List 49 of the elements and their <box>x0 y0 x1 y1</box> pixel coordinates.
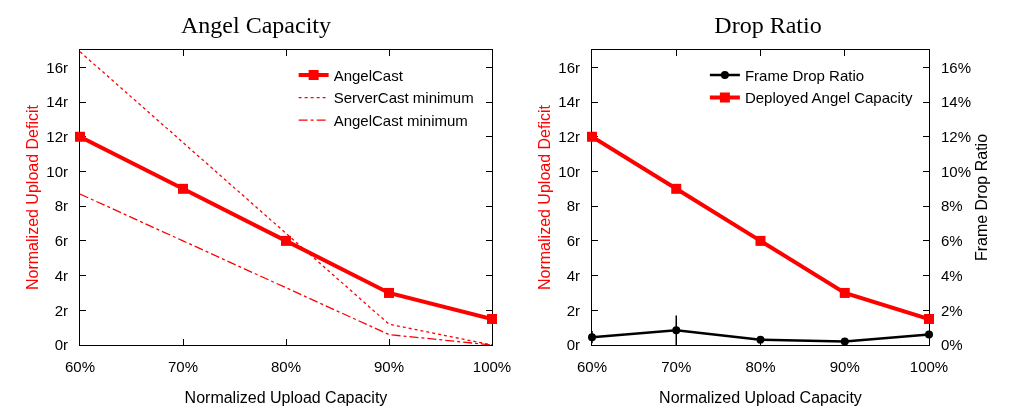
x-tick-label: 70% <box>661 358 692 375</box>
x-tick-label: 80% <box>745 358 776 375</box>
y2-tick-label: 0% <box>941 336 963 354</box>
y-tick-label: 0r <box>566 336 580 354</box>
y-tick-label: 2r <box>566 301 580 319</box>
x-tick-label: 70% <box>167 358 199 375</box>
y-axis-title: Normalized Upload Deficit <box>24 104 41 290</box>
y-tick-label: 8r <box>54 197 68 215</box>
y-tick-label: 16r <box>558 58 580 76</box>
legend-label: AngelCast <box>333 66 404 84</box>
y-tick-label: 14r <box>558 93 580 111</box>
y-tick-label: 2r <box>54 301 68 319</box>
legend-label: AngelCast minimum <box>333 111 468 129</box>
y-tick-label: 0r <box>54 336 68 354</box>
x-axis-title: Normalized Upload Capacity <box>659 389 862 406</box>
chart-title: Angel Capacity <box>181 12 331 39</box>
x-tick-label: 60% <box>64 358 96 375</box>
legend-label: Frame Drop Ratio <box>744 66 865 84</box>
x-tick-label: 100% <box>909 358 949 375</box>
y2-tick-label: 6% <box>941 232 963 250</box>
y-tick-label: 12r <box>558 128 580 146</box>
x-tick-label: 60% <box>576 358 608 375</box>
y-tick-label: 12r <box>46 128 68 146</box>
x-tick-label: 100% <box>472 358 512 375</box>
legend-label: Deployed Angel Capacity <box>744 89 913 107</box>
x-tick-label: 90% <box>829 358 860 375</box>
y-tick-label: 8r <box>566 197 580 215</box>
y2-tick-label: 14% <box>941 93 972 111</box>
y-tick-label: 6r <box>566 232 580 250</box>
y-tick-label: 10r <box>46 162 68 180</box>
y-tick-label: 14r <box>46 93 68 111</box>
x-axis-title: Normalized Upload Capacity <box>184 389 388 406</box>
x-tick-label: 80% <box>270 358 302 375</box>
chart-title: Drop Ratio <box>714 12 822 39</box>
legend-label: ServerCast minimum <box>333 89 474 107</box>
y2-tick-label: 12% <box>941 128 972 146</box>
y-tick-label: 10r <box>558 162 580 180</box>
y2-axis-title: Frame Drop Ratio <box>973 133 991 262</box>
y-axis-title: Normalized Upload Deficit <box>536 104 553 290</box>
y-tick-label: 4r <box>566 266 580 284</box>
y2-tick-label: 2% <box>941 301 963 319</box>
y2-tick-label: 16% <box>941 58 972 76</box>
y-tick-label: 6r <box>54 232 68 250</box>
y-tick-label: 4r <box>54 266 68 284</box>
y2-tick-label: 10% <box>941 162 972 180</box>
y-tick-label: 16r <box>46 58 68 76</box>
y2-tick-label: 8% <box>941 197 963 215</box>
x-tick-label: 90% <box>373 358 405 375</box>
y2-tick-label: 4% <box>941 266 963 284</box>
